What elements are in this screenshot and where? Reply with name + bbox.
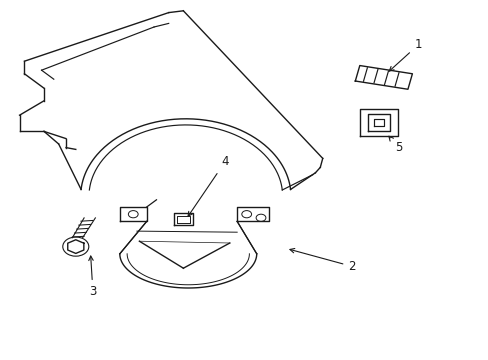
Text: 1: 1 — [388, 39, 421, 71]
Text: 2: 2 — [289, 248, 355, 273]
Text: 3: 3 — [89, 256, 97, 298]
Text: 4: 4 — [188, 156, 228, 216]
Text: 5: 5 — [388, 136, 402, 154]
